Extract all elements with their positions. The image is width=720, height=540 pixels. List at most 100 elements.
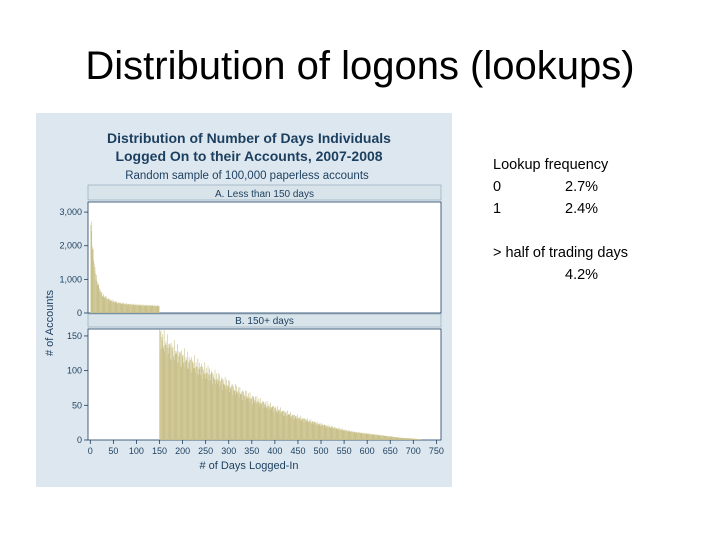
histogram-bar bbox=[102, 296, 103, 313]
histogram-bar bbox=[252, 404, 254, 440]
panel-strip bbox=[87, 313, 442, 328]
histogram-bar bbox=[167, 334, 168, 440]
histogram-bar bbox=[316, 424, 318, 440]
histogram-bar bbox=[228, 392, 230, 440]
histogram-bar bbox=[195, 362, 197, 440]
histogram-bar bbox=[371, 434, 372, 440]
histogram-bar bbox=[270, 402, 271, 440]
histogram-bar bbox=[102, 295, 104, 313]
histogram-bar bbox=[219, 381, 221, 440]
histogram-bar bbox=[391, 436, 393, 440]
histogram-bar bbox=[312, 421, 314, 440]
histogram-bar bbox=[360, 432, 362, 440]
histogram-bar bbox=[310, 423, 311, 440]
histogram-bar bbox=[144, 305, 146, 313]
histogram-bar bbox=[324, 424, 325, 440]
plot-layer: A. Less than 150 days 0 1,000 2,000 3,000 B. … bbox=[59, 184, 444, 456]
histogram-bar bbox=[126, 304, 128, 313]
histogram-bar bbox=[225, 389, 226, 440]
histogram-bar bbox=[388, 436, 389, 440]
histogram-bar bbox=[251, 398, 252, 440]
histogram-bar bbox=[381, 435, 383, 440]
histogram-bar bbox=[309, 421, 310, 440]
histogram-bar bbox=[258, 402, 259, 440]
histogram-bar bbox=[221, 377, 223, 440]
histogram-bar bbox=[315, 422, 317, 440]
x-tick-label: 650 bbox=[383, 446, 398, 456]
x-tick-label: 50 bbox=[108, 446, 118, 456]
histogram-bar bbox=[185, 356, 187, 440]
histogram-bar bbox=[138, 304, 140, 313]
histogram-bar bbox=[355, 431, 357, 440]
histogram-bar bbox=[300, 419, 302, 440]
histogram-bar bbox=[220, 380, 221, 440]
histogram-bar bbox=[180, 365, 181, 440]
histogram-bar bbox=[214, 379, 215, 440]
histogram-bar bbox=[348, 432, 350, 440]
histogram-bar bbox=[143, 304, 145, 313]
histogram-bar bbox=[276, 410, 278, 440]
histogram-bar bbox=[194, 372, 196, 440]
histogram-bar bbox=[306, 421, 308, 440]
histogram-bar bbox=[156, 306, 158, 313]
x-tick-label: 150 bbox=[152, 446, 167, 456]
histogram-bar bbox=[344, 429, 345, 440]
histogram-bar bbox=[93, 260, 94, 313]
histogram-bar bbox=[372, 434, 373, 440]
histogram-bar bbox=[337, 427, 339, 440]
histogram-bar bbox=[393, 437, 395, 440]
histogram-bar bbox=[405, 438, 406, 440]
histogram-bar bbox=[224, 376, 226, 440]
histogram-bar bbox=[181, 367, 183, 440]
histogram-bar bbox=[274, 408, 276, 440]
histogram-bar bbox=[101, 294, 102, 313]
histogram-bar bbox=[202, 368, 204, 440]
histogram-bar bbox=[206, 373, 207, 440]
histogram-bar bbox=[409, 438, 410, 440]
histogram-bar bbox=[356, 432, 358, 440]
histogram-bar bbox=[373, 434, 375, 440]
histogram-bar bbox=[262, 408, 264, 440]
histogram-bar bbox=[413, 438, 414, 440]
histogram-bar bbox=[392, 436, 393, 440]
histogram-bar bbox=[186, 359, 187, 440]
histogram-bar bbox=[249, 392, 251, 440]
histogram-bar bbox=[171, 359, 172, 440]
histogram-bar bbox=[146, 306, 147, 313]
histogram-bar bbox=[96, 282, 98, 313]
histogram-bar bbox=[331, 427, 333, 440]
histogram-bar bbox=[221, 379, 222, 440]
histogram-bar bbox=[382, 435, 383, 440]
histogram-bar bbox=[207, 365, 209, 440]
histogram-bar bbox=[381, 435, 382, 440]
histogram-bar bbox=[308, 420, 310, 440]
histogram-bar bbox=[116, 302, 118, 313]
notes-heading: Lookup frequency bbox=[493, 157, 609, 173]
histogram-bar bbox=[147, 305, 148, 313]
histogram-bar bbox=[370, 434, 371, 440]
histogram-bar bbox=[153, 304, 155, 313]
histogram-bar bbox=[389, 436, 390, 440]
histogram-bar bbox=[338, 429, 340, 440]
histogram-bar bbox=[317, 424, 318, 440]
histogram-bar bbox=[236, 385, 237, 440]
histogram-bar bbox=[175, 350, 177, 440]
histogram-bar bbox=[174, 354, 176, 440]
histogram-bar bbox=[402, 438, 404, 440]
histogram-bar bbox=[275, 406, 277, 440]
histogram-bar bbox=[278, 410, 279, 440]
histogram-bar bbox=[161, 348, 162, 440]
histogram-bar bbox=[203, 369, 204, 440]
histogram-bar bbox=[387, 436, 389, 440]
histogram-bar bbox=[155, 305, 156, 313]
histogram-bar bbox=[92, 249, 93, 313]
histogram-bar bbox=[396, 437, 397, 440]
histogram-bar bbox=[345, 431, 346, 440]
histogram-bar bbox=[296, 418, 297, 440]
histogram-bar bbox=[318, 423, 320, 440]
histogram-bar bbox=[333, 428, 335, 440]
histogram-bar bbox=[328, 427, 329, 440]
histogram-bar bbox=[92, 248, 94, 313]
histogram-bar bbox=[99, 288, 100, 313]
histogram-bar bbox=[411, 438, 412, 440]
